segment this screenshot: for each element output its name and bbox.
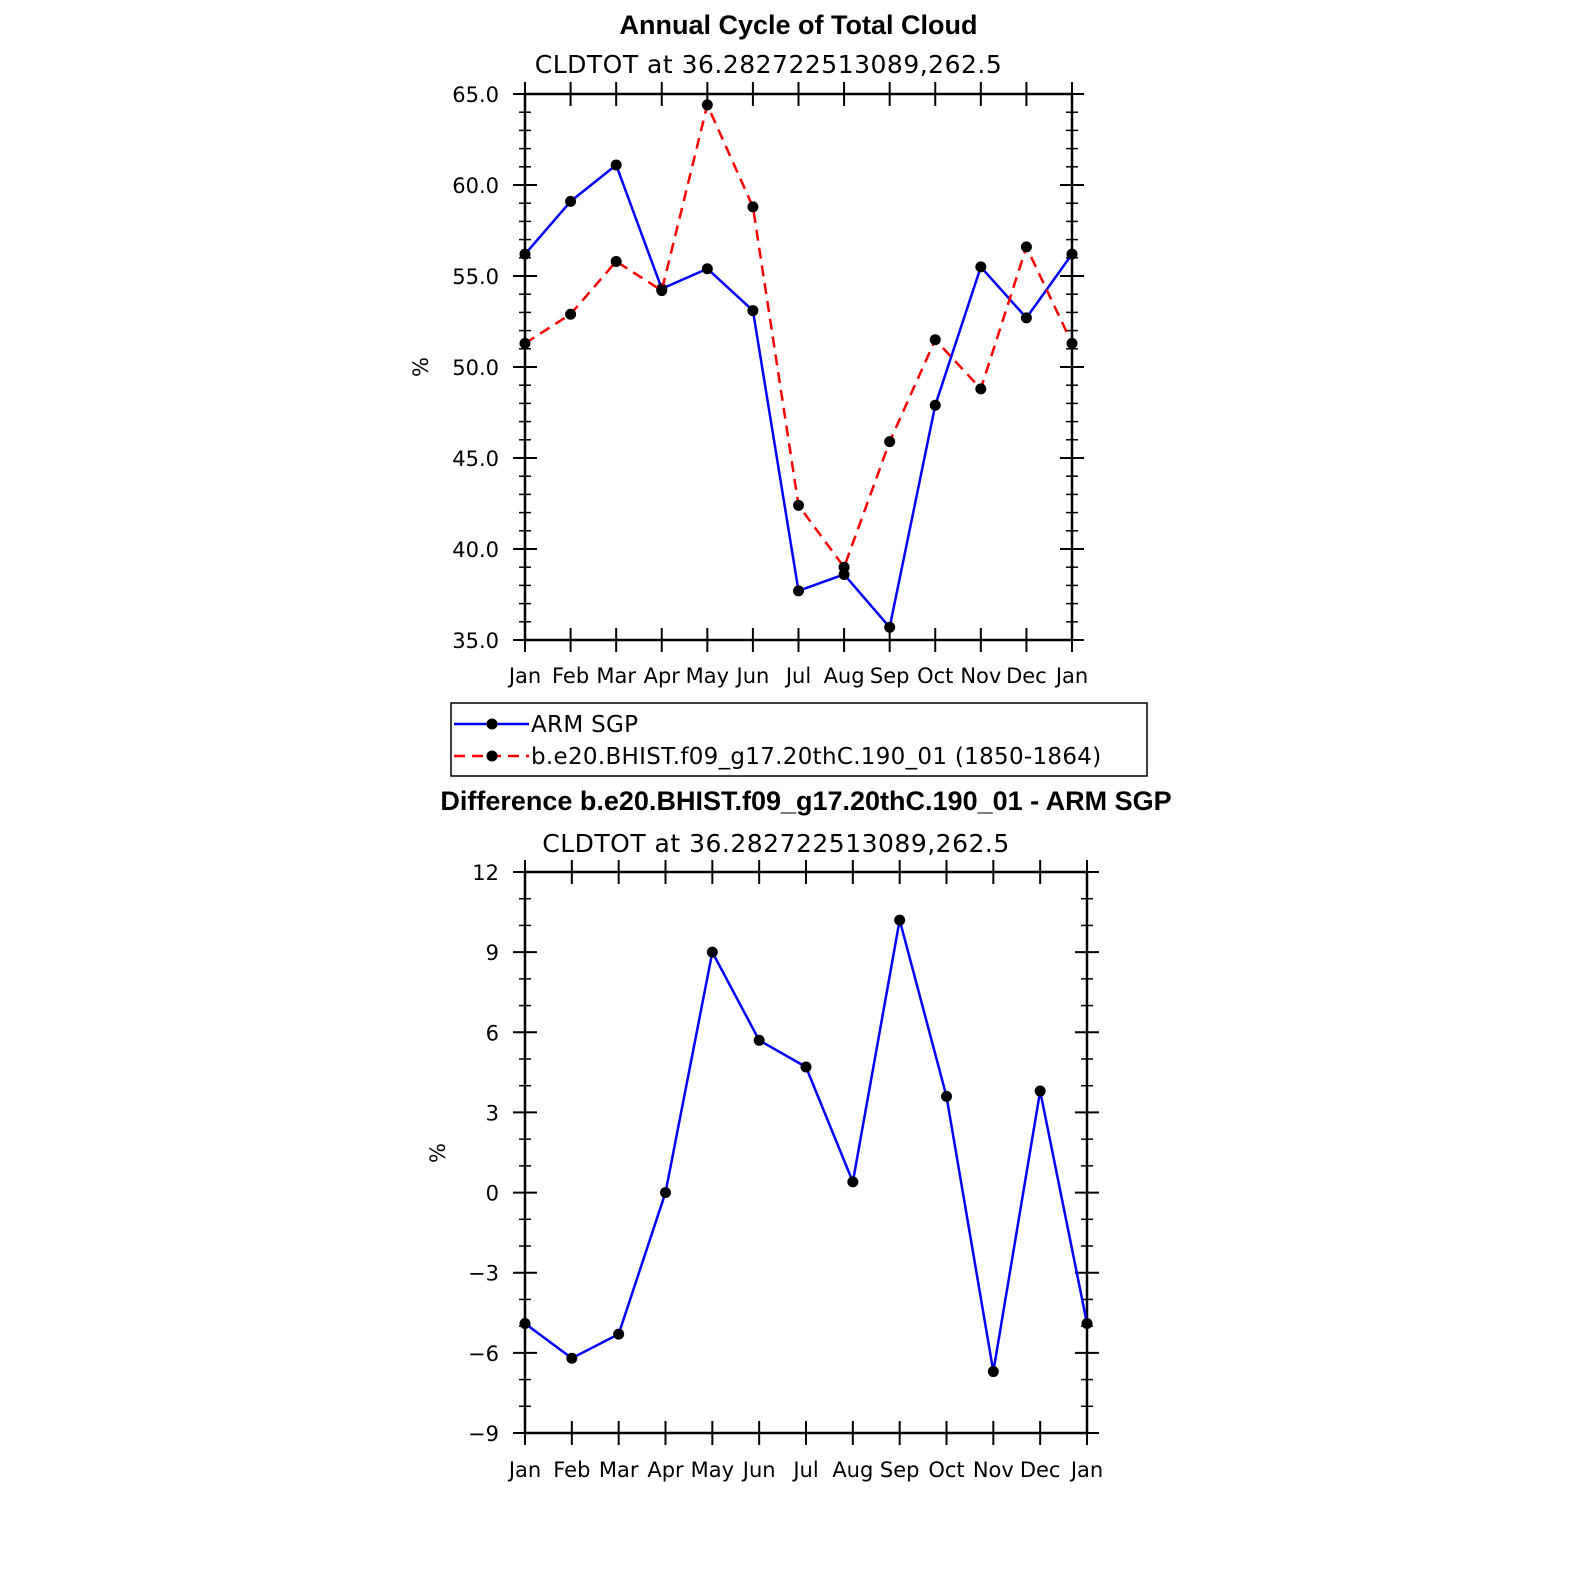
x-tick-label: Jul	[791, 1458, 818, 1482]
y-tick-label: −9	[468, 1422, 499, 1446]
y-axis-label: %	[426, 1143, 450, 1163]
x-tick-label: Mar	[596, 664, 636, 688]
plot-frame	[523, 92, 1074, 642]
x-tick-label: Aug	[832, 1458, 873, 1482]
series-2-point	[656, 285, 668, 297]
series-line-1	[524, 163, 1074, 629]
series-line-2	[524, 103, 1074, 569]
series-1-point	[1066, 248, 1078, 260]
series-1-point	[975, 261, 987, 273]
x-tick-label: May	[691, 1458, 734, 1482]
x-tick-label: Nov	[960, 664, 1001, 688]
y-tick-label: 9	[486, 941, 499, 965]
x-tick-label: Jan	[507, 1458, 541, 1482]
y-tick-label: 45.0	[452, 447, 499, 471]
series-2-point	[884, 436, 896, 448]
y-tick-label: 12	[472, 861, 499, 885]
series-1-point	[565, 195, 577, 207]
series-1-point	[884, 621, 896, 633]
series-1-point	[660, 1187, 671, 1199]
chart-subtitle: CLDTOT at 36.282722513089,262.5	[542, 829, 1010, 858]
y-tick-label: 50.0	[452, 356, 499, 380]
chart-subtitle: CLDTOT at 36.282722513089,262.5	[535, 50, 1003, 79]
series-1-point	[1034, 1085, 1046, 1097]
x-tick-label: Jul	[784, 664, 811, 688]
y-tick-label: −6	[468, 1342, 499, 1366]
series-2-point	[929, 334, 941, 346]
series-1-point	[1020, 312, 1032, 324]
series-1-point	[753, 1034, 765, 1046]
series-line-1	[524, 918, 1089, 1373]
y-tick-label: 40.0	[452, 538, 499, 562]
series-1-point	[894, 914, 906, 926]
y-tick-label: 3	[486, 1101, 499, 1125]
legend-box	[450, 702, 1148, 777]
legend-entry-1: ARM SGP	[531, 712, 638, 738]
y-tick-label: 60.0	[452, 174, 499, 198]
series-2-point	[747, 201, 759, 213]
chart-title: Difference b.e20.BHIST.f09_g17.20thC.190…	[440, 786, 1171, 816]
legend-entry-2: b.e20.BHIST.f09_g17.20thC.190_01 (1850-1…	[531, 744, 1102, 770]
series-1-point	[800, 1061, 812, 1073]
chart-1: Annual Cycle of Total Cloud CLDTOT at 36.…	[409, 10, 1148, 777]
y-tick-label: 0	[486, 1182, 499, 1206]
x-tick-label: Feb	[552, 664, 589, 688]
y-tick-label: −3	[468, 1262, 499, 1286]
legend-marker-2	[486, 750, 498, 762]
series-1-point	[941, 1090, 952, 1102]
x-tick-label: Jan	[507, 664, 541, 688]
series-1-point	[613, 1328, 625, 1340]
x-tick-label: Mar	[599, 1458, 639, 1482]
series-1-point	[847, 1176, 859, 1188]
series-1-point	[701, 263, 713, 275]
x-tick-label: Nov	[973, 1458, 1014, 1482]
series-2-point	[701, 99, 713, 111]
x-tick-label: Oct	[928, 1458, 964, 1482]
x-tick-label: Jun	[741, 1458, 776, 1482]
series-1-point	[793, 585, 804, 597]
series-1-point	[987, 1366, 999, 1378]
x-tick-label: May	[686, 664, 729, 688]
x-tick-label: Apr	[647, 1458, 684, 1482]
series-1-point	[747, 305, 759, 317]
x-tick-label: Feb	[553, 1458, 590, 1482]
series-2-point	[610, 255, 622, 267]
chart-title: Annual Cycle of Total Cloud	[619, 10, 977, 40]
y-tick-label: 6	[486, 1021, 499, 1045]
series-2-point	[1020, 241, 1032, 253]
series-1-point	[519, 1317, 531, 1329]
x-tick-label: Aug	[824, 664, 865, 688]
series-2-point	[975, 383, 987, 395]
x-tick-label: Dec	[1006, 664, 1047, 688]
y-tick-label: 55.0	[452, 265, 499, 289]
series-1-point	[706, 946, 718, 958]
series-2-point	[793, 499, 804, 511]
series-2-point	[1066, 337, 1078, 349]
series-2-point	[519, 337, 531, 349]
legend: ARM SGP b.e20.BHIST.f09_g17.20thC.190_01 …	[450, 702, 1148, 777]
x-tick-label: Sep	[870, 664, 910, 688]
y-tick-label: 65.0	[452, 83, 499, 107]
series-1-point	[929, 399, 941, 411]
x-tick-label: Apr	[644, 664, 681, 688]
series-1-point	[566, 1352, 578, 1364]
plot-frame	[523, 870, 1089, 1435]
x-tick-label: Jan	[1069, 1458, 1103, 1482]
x-tick-label: Sep	[880, 1458, 920, 1482]
series-2-point	[565, 308, 577, 320]
series-1-point	[610, 159, 622, 171]
x-tick-label: Jun	[735, 664, 770, 688]
chart-2: Difference b.e20.BHIST.f09_g17.20thC.190…	[426, 786, 1172, 1482]
x-tick-label: Dec	[1020, 1458, 1061, 1482]
legend-marker-1	[486, 718, 498, 730]
series-1-point	[519, 248, 531, 260]
y-tick-label: 35.0	[452, 629, 499, 653]
series-2-point	[838, 561, 850, 573]
y-axis-label: %	[409, 357, 433, 377]
x-tick-label: Oct	[917, 664, 953, 688]
x-tick-label: Jan	[1054, 664, 1088, 688]
series-1-point	[1081, 1317, 1093, 1329]
